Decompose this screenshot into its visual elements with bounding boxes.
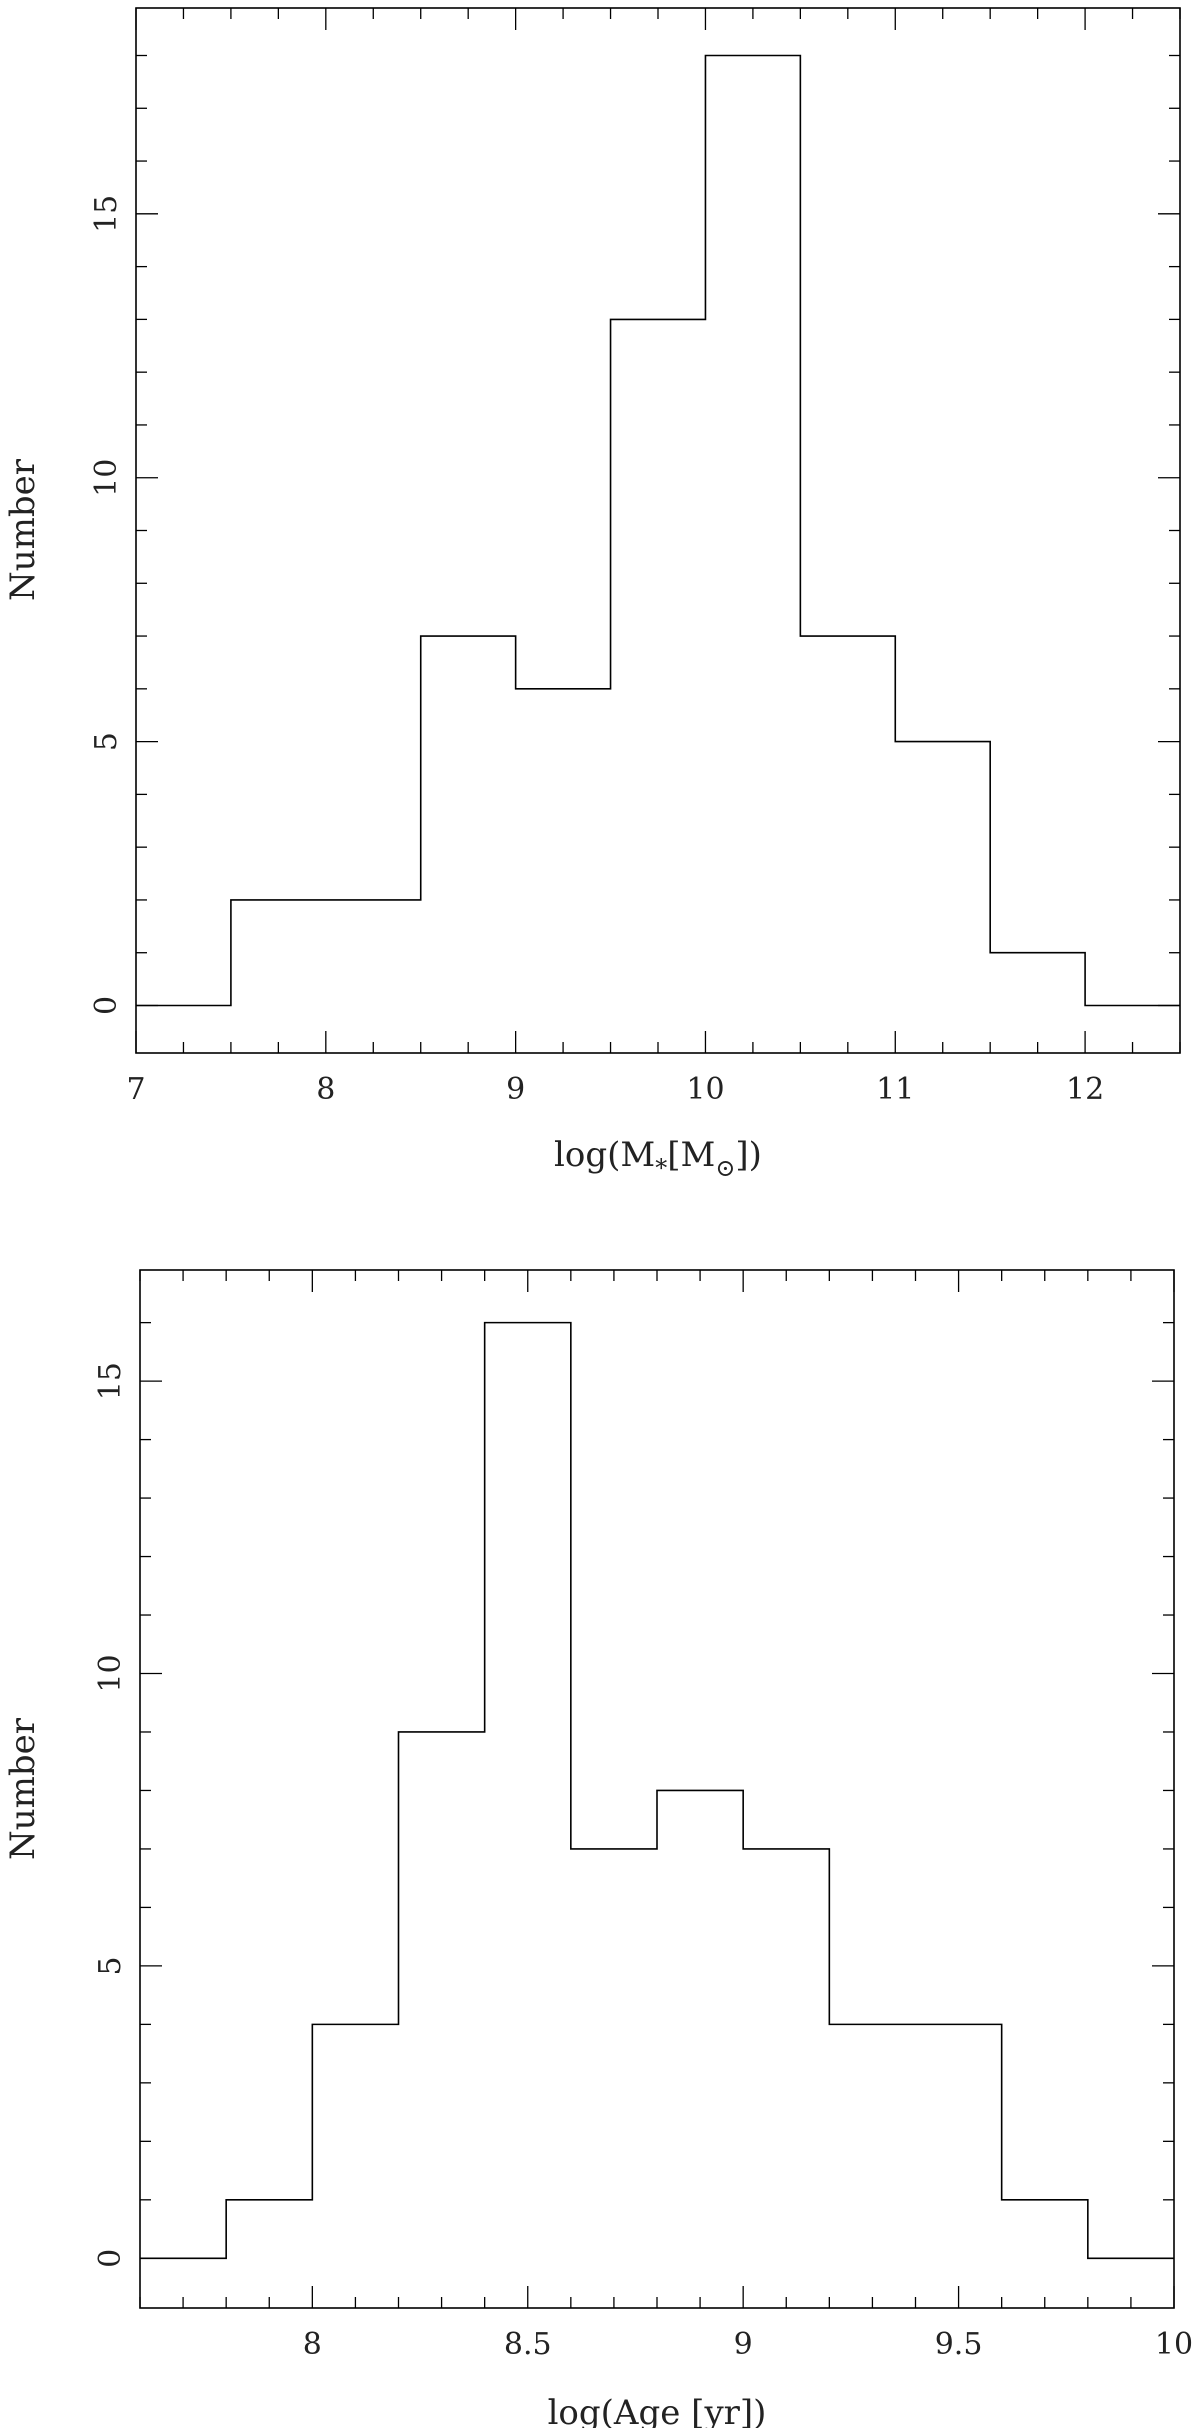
age-bin-5 bbox=[571, 1849, 657, 2258]
x-tick-label: 8 bbox=[303, 2327, 322, 2362]
mass-histogram-bins bbox=[231, 56, 1085, 1006]
age-histogram-outline bbox=[140, 1321, 1174, 2260]
x-tick-label: 8 bbox=[316, 1072, 335, 1107]
age-bin-9 bbox=[916, 2024, 1002, 2258]
y-tick-label: 15 bbox=[93, 1362, 128, 1400]
mass-x-tick-labels: 7 8 9 10 11 12 bbox=[126, 1072, 1104, 1107]
x-tick-label: 9.5 bbox=[935, 2327, 983, 2362]
mass-bin-3 bbox=[421, 636, 516, 1005]
mass-y-axis-label: Number bbox=[3, 458, 43, 601]
age-y-tick-labels: 0 5 10 15 bbox=[93, 1362, 128, 2268]
age-x-tick-labels: 8 8.5 9 9.5 10 bbox=[303, 2327, 1193, 2362]
x-tick-label: 10 bbox=[1155, 2327, 1193, 2362]
mass-bin-7 bbox=[800, 636, 895, 1005]
x-tick-label: 12 bbox=[1066, 1072, 1104, 1107]
age-histogram-bins bbox=[226, 1323, 1088, 2259]
x-tick-label: 7 bbox=[126, 1072, 145, 1107]
age-bin-4 bbox=[485, 1323, 571, 2259]
y-tick-label: 0 bbox=[89, 996, 124, 1015]
y-tick-label: 5 bbox=[93, 1956, 128, 1975]
age-bin-7 bbox=[743, 1849, 829, 2258]
y-tick-label: 0 bbox=[93, 2249, 128, 2268]
y-tick-label: 5 bbox=[89, 732, 124, 751]
mass-axis-ticks bbox=[135, 8, 1181, 1053]
mass-histogram-outline bbox=[136, 54, 1180, 1007]
mass-x-axis-label: log(M*[M⊙]) bbox=[554, 1135, 762, 1182]
y-tick-label: 10 bbox=[89, 459, 124, 497]
x-tick-label: 9 bbox=[734, 2327, 753, 2362]
mass-bin-9 bbox=[990, 953, 1085, 1006]
age-bin-6 bbox=[657, 1790, 743, 2258]
y-tick-label: 15 bbox=[89, 195, 124, 233]
y-tick-label: 10 bbox=[93, 1654, 128, 1692]
mass-bin-6 bbox=[705, 56, 800, 1006]
age-bin-10 bbox=[1002, 2200, 1088, 2258]
age-y-axis-label: Number bbox=[3, 1717, 43, 1860]
age-x-axis-label: log(Age [yr]) bbox=[548, 2393, 767, 2428]
mass-bin-4 bbox=[516, 689, 611, 1006]
x-tick-label: 8.5 bbox=[504, 2327, 552, 2362]
age-bin-2 bbox=[312, 2024, 398, 2258]
age-bin-1 bbox=[226, 2200, 312, 2258]
mass-bin-8 bbox=[895, 742, 990, 1006]
x-tick-label: 11 bbox=[876, 1072, 914, 1107]
age-histogram-panel: 8 8.5 9 9.5 10 0 5 10 15 log(Age [yr]) Number bbox=[3, 1269, 1193, 2428]
mass-histogram-panel: 7 8 9 10 11 12 0 5 10 15 log(M*[M⊙]) Number bbox=[3, 7, 1181, 1182]
age-bin-8 bbox=[829, 2024, 915, 2258]
x-tick-label: 10 bbox=[686, 1072, 724, 1107]
mass-bin-5 bbox=[611, 319, 706, 1005]
mass-bin-2 bbox=[326, 900, 421, 1006]
mass-y-tick-labels: 0 5 10 15 bbox=[89, 195, 124, 1015]
x-tick-label: 9 bbox=[506, 1072, 525, 1107]
mass-bin-1 bbox=[231, 900, 326, 1006]
age-bin-3 bbox=[399, 1732, 485, 2258]
